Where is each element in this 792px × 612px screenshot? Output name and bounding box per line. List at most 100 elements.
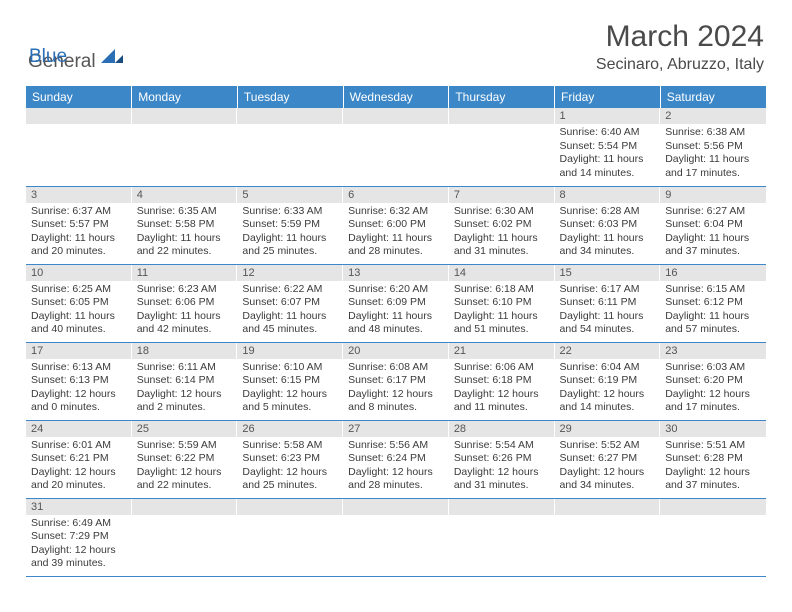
day-details: Sunrise: 6:13 AMSunset: 6:13 PMDaylight:… xyxy=(26,359,132,420)
day-line: Sunset: 6:13 PM xyxy=(31,374,127,388)
day-number xyxy=(343,108,449,124)
day-line: Daylight: 12 hours xyxy=(665,388,761,402)
calendar-day-cell: 17Sunrise: 6:13 AMSunset: 6:13 PMDayligh… xyxy=(26,342,132,420)
calendar-day-cell: 16Sunrise: 6:15 AMSunset: 6:12 PMDayligh… xyxy=(660,264,766,342)
day-number: 29 xyxy=(555,421,661,437)
day-details: Sunrise: 6:11 AMSunset: 6:14 PMDaylight:… xyxy=(132,359,238,420)
day-line: and 54 minutes. xyxy=(560,323,656,337)
day-line: Daylight: 11 hours xyxy=(242,232,338,246)
day-line: and 25 minutes. xyxy=(242,245,338,259)
day-line: Sunrise: 5:56 AM xyxy=(348,439,444,453)
day-details: Sunrise: 6:10 AMSunset: 6:15 PMDaylight:… xyxy=(237,359,343,420)
page-subtitle: Secinaro, Abruzzo, Italy xyxy=(596,56,764,74)
calendar-week-row: 1Sunrise: 6:40 AMSunset: 5:54 PMDaylight… xyxy=(26,108,766,186)
day-number: 1 xyxy=(555,108,661,124)
calendar-week-row: 31Sunrise: 6:49 AMSunset: 7:29 PMDayligh… xyxy=(26,498,766,576)
day-line: and 34 minutes. xyxy=(560,479,656,493)
day-number xyxy=(449,108,555,124)
calendar-day-cell: 3Sunrise: 6:37 AMSunset: 5:57 PMDaylight… xyxy=(26,186,132,264)
day-line: Daylight: 12 hours xyxy=(454,388,550,402)
day-line: Sunrise: 6:49 AM xyxy=(31,517,127,531)
day-line: and 40 minutes. xyxy=(31,323,127,337)
day-line: Sunrise: 6:23 AM xyxy=(137,283,233,297)
day-line: Daylight: 12 hours xyxy=(348,388,444,402)
day-line: and 57 minutes. xyxy=(665,323,761,337)
calendar-table: Sunday Monday Tuesday Wednesday Thursday… xyxy=(26,86,766,577)
calendar-day-cell xyxy=(449,108,555,186)
day-details: Sunrise: 6:28 AMSunset: 6:03 PMDaylight:… xyxy=(555,203,661,264)
day-number: 19 xyxy=(237,343,343,359)
calendar-day-cell: 4Sunrise: 6:35 AMSunset: 5:58 PMDaylight… xyxy=(132,186,238,264)
day-line: Sunrise: 6:15 AM xyxy=(665,283,761,297)
day-details: Sunrise: 6:18 AMSunset: 6:10 PMDaylight:… xyxy=(449,281,555,342)
day-number: 28 xyxy=(449,421,555,437)
weekday-header: Friday xyxy=(555,86,661,108)
day-line: Sunrise: 6:10 AM xyxy=(242,361,338,375)
calendar-day-cell: 10Sunrise: 6:25 AMSunset: 6:05 PMDayligh… xyxy=(26,264,132,342)
day-line: Sunset: 6:14 PM xyxy=(137,374,233,388)
day-number: 17 xyxy=(26,343,132,359)
day-line: and 34 minutes. xyxy=(560,245,656,259)
day-details: Sunrise: 6:15 AMSunset: 6:12 PMDaylight:… xyxy=(660,281,766,342)
day-line: Sunset: 6:10 PM xyxy=(454,296,550,310)
day-line: Daylight: 11 hours xyxy=(242,310,338,324)
day-line: and 48 minutes. xyxy=(348,323,444,337)
day-number: 30 xyxy=(660,421,766,437)
day-number xyxy=(449,499,555,515)
day-line: and 11 minutes. xyxy=(454,401,550,415)
day-line: Sunset: 6:12 PM xyxy=(665,296,761,310)
day-line: Sunrise: 6:28 AM xyxy=(560,205,656,219)
calendar-day-cell: 7Sunrise: 6:30 AMSunset: 6:02 PMDaylight… xyxy=(449,186,555,264)
day-details xyxy=(555,515,661,521)
day-line: Daylight: 11 hours xyxy=(665,310,761,324)
weekday-header: Saturday xyxy=(660,86,766,108)
calendar-day-cell: 29Sunrise: 5:52 AMSunset: 6:27 PMDayligh… xyxy=(555,420,661,498)
flag-icon xyxy=(101,49,123,66)
day-details xyxy=(449,515,555,521)
calendar-day-cell: 21Sunrise: 6:06 AMSunset: 6:18 PMDayligh… xyxy=(449,342,555,420)
day-line: Daylight: 12 hours xyxy=(31,388,127,402)
calendar-day-cell xyxy=(26,108,132,186)
day-line: Daylight: 11 hours xyxy=(665,232,761,246)
day-number: 23 xyxy=(660,343,766,359)
day-line: and 39 minutes. xyxy=(31,557,127,571)
calendar-day-cell: 19Sunrise: 6:10 AMSunset: 6:15 PMDayligh… xyxy=(237,342,343,420)
weekday-header: Tuesday xyxy=(237,86,343,108)
day-line: Sunset: 5:56 PM xyxy=(665,140,761,154)
calendar-day-cell: 18Sunrise: 6:11 AMSunset: 6:14 PMDayligh… xyxy=(132,342,238,420)
calendar-day-cell: 11Sunrise: 6:23 AMSunset: 6:06 PMDayligh… xyxy=(132,264,238,342)
calendar-day-cell: 31Sunrise: 6:49 AMSunset: 7:29 PMDayligh… xyxy=(26,498,132,576)
day-number: 16 xyxy=(660,265,766,281)
day-line: Daylight: 11 hours xyxy=(665,153,761,167)
day-details xyxy=(237,515,343,521)
day-details: Sunrise: 5:59 AMSunset: 6:22 PMDaylight:… xyxy=(132,437,238,498)
calendar-day-cell xyxy=(237,498,343,576)
day-number xyxy=(26,108,132,124)
day-details xyxy=(132,124,238,130)
calendar-day-cell: 12Sunrise: 6:22 AMSunset: 6:07 PMDayligh… xyxy=(237,264,343,342)
day-line: Sunset: 6:00 PM xyxy=(348,218,444,232)
day-number: 15 xyxy=(555,265,661,281)
calendar-day-cell: 15Sunrise: 6:17 AMSunset: 6:11 PMDayligh… xyxy=(555,264,661,342)
calendar-day-cell: 22Sunrise: 6:04 AMSunset: 6:19 PMDayligh… xyxy=(555,342,661,420)
day-number: 4 xyxy=(132,187,238,203)
day-number xyxy=(237,499,343,515)
calendar-day-cell: 28Sunrise: 5:54 AMSunset: 6:26 PMDayligh… xyxy=(449,420,555,498)
day-details: Sunrise: 6:32 AMSunset: 6:00 PMDaylight:… xyxy=(343,203,449,264)
day-details: Sunrise: 6:23 AMSunset: 6:06 PMDaylight:… xyxy=(132,281,238,342)
calendar-day-cell xyxy=(343,108,449,186)
header: General March 2024 Secinaro, Abruzzo, It… xyxy=(0,0,792,80)
day-line: and 51 minutes. xyxy=(454,323,550,337)
calendar-day-cell xyxy=(343,498,449,576)
day-line: and 31 minutes. xyxy=(454,479,550,493)
day-number: 27 xyxy=(343,421,449,437)
calendar-day-cell: 25Sunrise: 5:59 AMSunset: 6:22 PMDayligh… xyxy=(132,420,238,498)
day-line: Daylight: 11 hours xyxy=(454,232,550,246)
day-line: Sunrise: 6:38 AM xyxy=(665,126,761,140)
day-line: Sunset: 6:06 PM xyxy=(137,296,233,310)
day-line: Sunset: 6:20 PM xyxy=(665,374,761,388)
day-number: 9 xyxy=(660,187,766,203)
calendar-day-cell xyxy=(555,498,661,576)
day-details: Sunrise: 6:08 AMSunset: 6:17 PMDaylight:… xyxy=(343,359,449,420)
day-number: 22 xyxy=(555,343,661,359)
